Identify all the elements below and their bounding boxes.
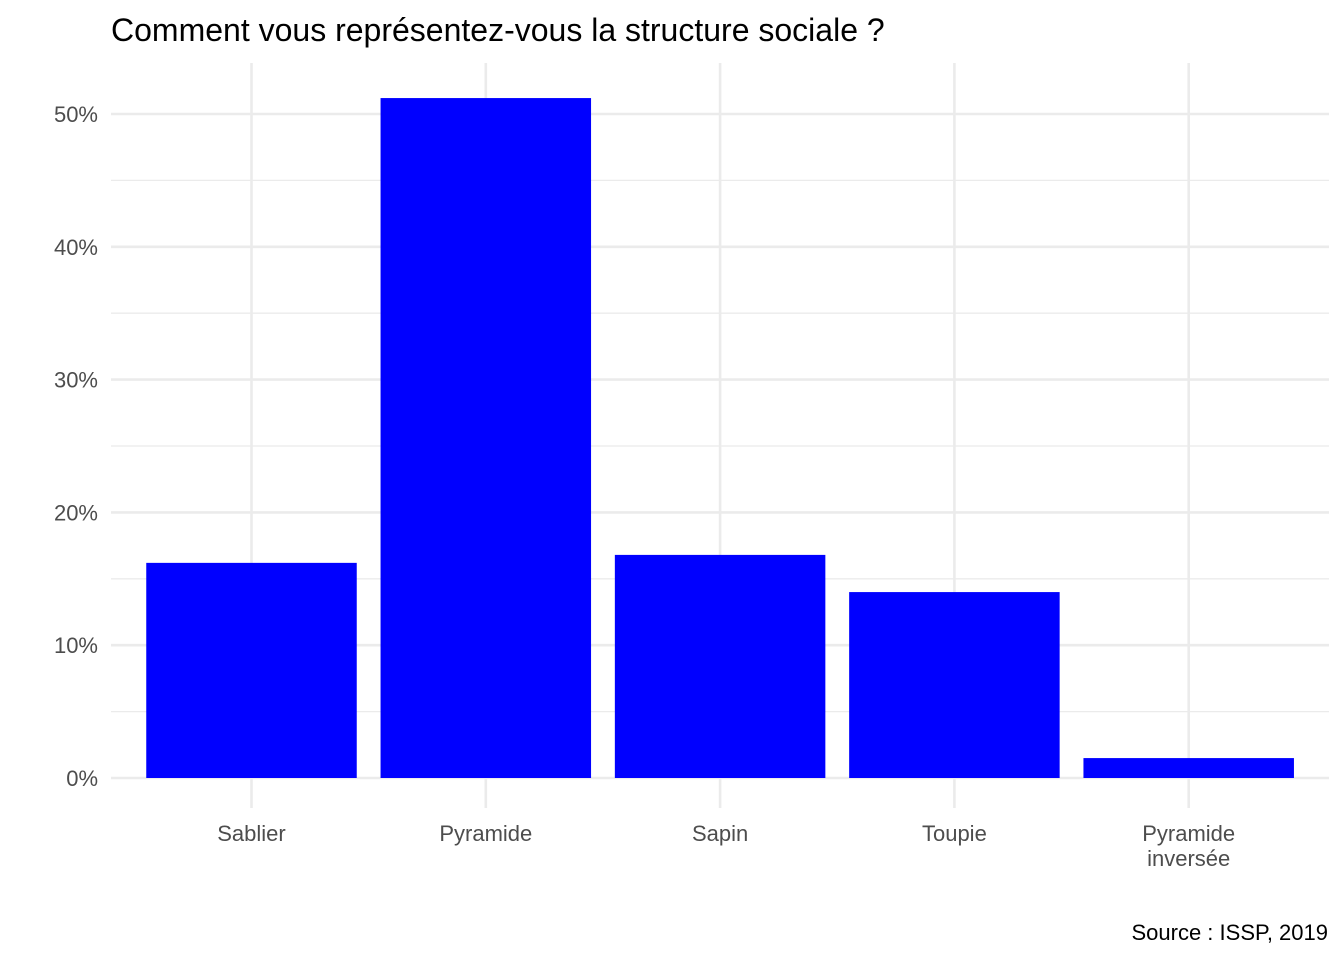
- y-tick-label: 40%: [54, 235, 98, 260]
- y-tick-label: 50%: [54, 102, 98, 127]
- y-tick-label: 0%: [66, 766, 98, 791]
- x-tick-label: Pyramide inversée: [1142, 821, 1235, 871]
- bars: [146, 98, 1294, 778]
- bar: [849, 592, 1060, 778]
- y-tick-label: 10%: [54, 633, 98, 658]
- x-tick-label: Sablier: [217, 821, 285, 846]
- x-axis-ticks: Sablier Pyramide Sapin Toupie Pyramide invers…: [217, 821, 1235, 871]
- y-axis-ticks: 0% 10% 20% 30% 40% 50%: [54, 102, 98, 791]
- bar: [614, 554, 826, 778]
- y-tick-label: 20%: [54, 500, 98, 525]
- chart-caption: Source : ISSP, 2019: [1131, 920, 1328, 945]
- x-tick-label: Toupie: [922, 821, 987, 846]
- bar: [380, 98, 592, 778]
- bar: [1083, 758, 1294, 778]
- x-tick-label: Sapin: [692, 821, 748, 846]
- y-tick-label: 30%: [54, 368, 98, 393]
- x-tick-label: Pyramide: [439, 821, 532, 846]
- chart-title: Comment vous représentez-vous la structu…: [111, 12, 885, 48]
- bar: [146, 562, 357, 778]
